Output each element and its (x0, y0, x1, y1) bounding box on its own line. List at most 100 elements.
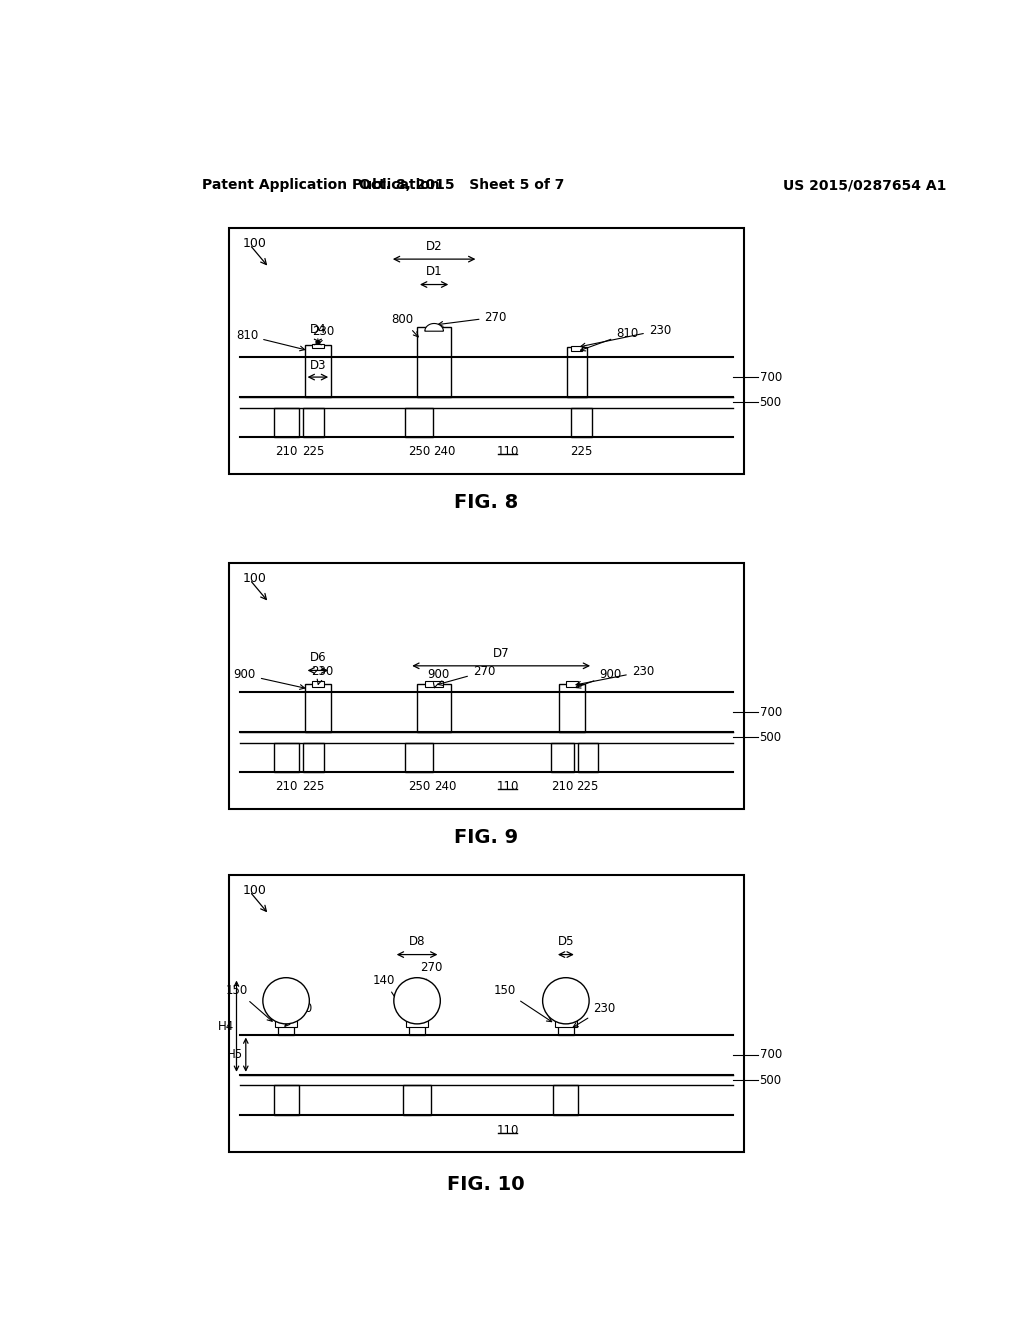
Circle shape (263, 978, 309, 1024)
Bar (558, 1024, 573, 1035)
Bar (571, 346, 583, 351)
Bar (578, 743, 598, 772)
Bar (305, 684, 331, 733)
Bar (587, 358, 732, 397)
Text: 230: 230 (285, 1002, 312, 1027)
Text: 230: 230 (310, 665, 333, 684)
Bar (425, 681, 443, 688)
Text: 230: 230 (312, 325, 335, 345)
Bar (553, 1085, 579, 1114)
Text: D6: D6 (309, 651, 327, 664)
Text: 700: 700 (760, 705, 782, 718)
Bar (228, 562, 744, 809)
Text: 500: 500 (760, 1073, 781, 1086)
Bar (331, 692, 417, 733)
Bar (566, 681, 579, 688)
Bar (241, 397, 732, 408)
Bar (228, 228, 744, 474)
Text: H4: H4 (218, 1019, 234, 1032)
Circle shape (543, 978, 589, 1024)
Text: 500: 500 (760, 731, 781, 744)
Text: 230: 230 (573, 1002, 615, 1027)
Text: 500: 500 (760, 396, 781, 409)
Text: 230: 230 (581, 323, 671, 348)
Text: D4: D4 (309, 323, 327, 335)
Text: US 2015/0287654 A1: US 2015/0287654 A1 (783, 178, 946, 193)
Text: 250: 250 (409, 445, 430, 458)
Bar (273, 1085, 299, 1114)
Bar (241, 733, 732, 743)
Text: D5: D5 (558, 936, 574, 949)
Text: D3: D3 (309, 359, 326, 372)
Bar (303, 743, 324, 772)
Text: 100: 100 (243, 238, 266, 249)
Text: 240: 240 (434, 780, 457, 793)
Text: 240: 240 (433, 445, 456, 458)
Text: 270: 270 (419, 961, 443, 997)
Text: FIG. 10: FIG. 10 (447, 1175, 525, 1193)
Text: 225: 225 (570, 445, 593, 458)
Bar (407, 1019, 428, 1027)
Bar (571, 408, 592, 437)
Circle shape (394, 978, 440, 1024)
Text: 800: 800 (391, 313, 418, 337)
Text: 900: 900 (575, 668, 622, 688)
Text: 270: 270 (438, 665, 496, 685)
Text: 150: 150 (494, 983, 552, 1022)
Bar (566, 347, 587, 397)
Text: 700: 700 (760, 1048, 782, 1061)
Bar (559, 684, 586, 733)
Text: D7: D7 (493, 647, 510, 660)
Bar (406, 743, 433, 772)
Text: Oct. 8, 2015   Sheet 5 of 7: Oct. 8, 2015 Sheet 5 of 7 (358, 178, 564, 193)
Text: 250: 250 (409, 780, 430, 793)
Bar (551, 743, 574, 772)
Text: D8: D8 (409, 936, 425, 949)
Text: 810: 810 (236, 329, 305, 351)
Text: 270: 270 (438, 310, 507, 326)
Bar (406, 408, 433, 437)
Text: 230: 230 (577, 665, 654, 686)
Text: H5: H5 (227, 1048, 244, 1061)
Text: 210: 210 (275, 445, 298, 458)
Bar (241, 1035, 732, 1074)
Bar (273, 408, 299, 437)
Text: 110: 110 (497, 780, 519, 793)
Text: 110: 110 (497, 445, 519, 458)
Text: 810: 810 (581, 327, 639, 351)
Text: FIG. 8: FIG. 8 (454, 494, 518, 512)
Text: 700: 700 (760, 371, 782, 384)
Text: FIG. 9: FIG. 9 (454, 829, 518, 847)
Text: 210: 210 (552, 780, 574, 793)
Text: 150: 150 (226, 983, 272, 1022)
Text: 225: 225 (577, 780, 599, 793)
Text: 210: 210 (275, 780, 298, 793)
Bar (228, 874, 744, 1151)
Polygon shape (425, 323, 443, 331)
Text: D1: D1 (426, 265, 442, 279)
Bar (311, 681, 324, 688)
Bar (305, 346, 331, 397)
Text: 100: 100 (243, 884, 266, 896)
Text: D2: D2 (426, 240, 442, 253)
Bar (241, 358, 305, 397)
Bar (241, 1074, 732, 1085)
Bar (403, 1085, 431, 1114)
Text: 110: 110 (497, 1125, 519, 1137)
Bar (331, 358, 417, 397)
Text: 900: 900 (427, 668, 450, 688)
Bar (273, 743, 299, 772)
Bar (303, 408, 324, 437)
Bar (417, 684, 452, 733)
Bar (452, 692, 559, 733)
Text: 100: 100 (243, 572, 266, 585)
Text: 225: 225 (302, 780, 325, 793)
Bar (586, 692, 732, 733)
Text: 140: 140 (373, 974, 408, 1016)
Bar (241, 692, 305, 733)
Bar (555, 1019, 577, 1027)
Text: 225: 225 (302, 445, 325, 458)
Bar (311, 343, 324, 348)
Text: Patent Application Publication: Patent Application Publication (202, 178, 439, 193)
Bar (452, 358, 566, 397)
